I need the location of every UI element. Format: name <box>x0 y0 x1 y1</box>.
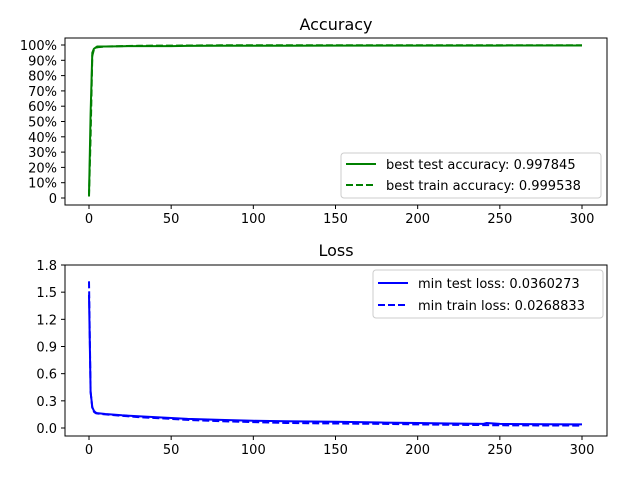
accuracy-ytick-label: 10% <box>28 177 57 192</box>
loss-subplot: Loss 0 50 100 150 200 250 300 0.0 0.3 0.6 0.9 1.2 1.… <box>36 241 608 458</box>
accuracy-series-train-line <box>88 44 582 197</box>
loss-ytick-label: 0.9 <box>36 341 57 356</box>
accuracy-ytick-label: 90% <box>28 54 57 69</box>
loss-axes: 0 50 100 150 200 250 300 0.0 0.3 0.6 0.9 1.2 1.5 1.8 <box>36 259 608 458</box>
accuracy-legend-label-train: best train accuracy: 0.999538 <box>386 179 581 194</box>
loss-series-train-line <box>88 281 583 427</box>
accuracy-plot-area <box>88 44 582 197</box>
accuracy-ytick-label: 20% <box>28 161 57 176</box>
accuracy-xtick-label: 300 <box>570 212 595 227</box>
loss-legend-box <box>372 269 604 319</box>
accuracy-legend-box <box>340 152 602 199</box>
accuracy-ytick-label: 80% <box>28 70 57 85</box>
accuracy-axes: 0 50 100 150 200 250 300010%20%30%40%50%60%70%… <box>20 37 608 227</box>
accuracy-legend: best test accuracy: 0.997845 best train … <box>340 152 602 199</box>
accuracy-ytick-label: 60% <box>28 100 57 115</box>
accuracy-ytick-label: 70% <box>28 85 57 100</box>
loss-legend-label-test: min test loss: 0.0360273 <box>418 277 580 292</box>
accuracy-xtick-label: 50 <box>163 212 180 227</box>
loss-ytick-label: 1.2 <box>36 313 57 328</box>
accuracy-ytick-label: 40% <box>28 131 57 146</box>
accuracy-ytick-label: 100% <box>20 39 57 54</box>
loss-ytick-label: 1.8 <box>36 259 57 274</box>
accuracy-xtick-label: 100 <box>241 212 266 227</box>
loss-legend-label-train: min train loss: 0.0268833 <box>418 299 585 314</box>
loss-plot-area <box>88 281 583 427</box>
loss-xtick-label: 0 <box>85 443 93 458</box>
loss-ytick-label: 0.3 <box>36 395 57 410</box>
accuracy-title: Accuracy <box>299 15 372 34</box>
loss-ytick-label: 0.0 <box>36 422 57 437</box>
accuracy-legend-label-test: best test accuracy: 0.997845 <box>386 158 576 173</box>
accuracy-subplot: Accuracy 0 50 100 150 200 250 300010%20%30%40%… <box>20 15 608 227</box>
accuracy-xtick-label: 150 <box>323 212 348 227</box>
loss-xtick-label: 100 <box>241 443 266 458</box>
accuracy-ytick-label: 0 <box>49 192 57 207</box>
loss-title: Loss <box>318 241 353 260</box>
loss-xtick-label: 250 <box>487 443 512 458</box>
loss-xtick-label: 300 <box>570 443 595 458</box>
accuracy-xtick-label: 200 <box>405 212 430 227</box>
accuracy-ytick-label: 50% <box>28 116 57 131</box>
accuracy-xtick-label: 0 <box>85 212 93 227</box>
loss-xtick-label: 50 <box>163 443 180 458</box>
loss-legend: min test loss: 0.0360273 min train loss:… <box>372 269 604 319</box>
loss-xtick-label: 150 <box>323 443 348 458</box>
accuracy-ytick-label: 30% <box>28 146 57 161</box>
loss-xtick-label: 200 <box>405 443 430 458</box>
accuracy-xtick-label: 250 <box>487 212 512 227</box>
loss-ytick-label: 0.6 <box>36 368 57 383</box>
loss-ytick-label: 1.5 <box>36 286 57 301</box>
